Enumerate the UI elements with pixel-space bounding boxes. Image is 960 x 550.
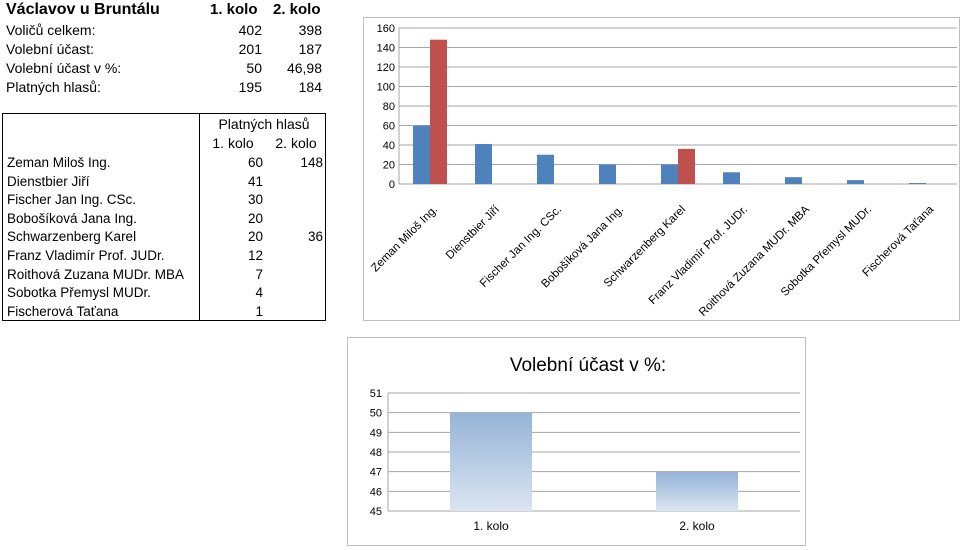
bar-round2 [678, 148, 695, 184]
candidate-name: Dienstbier Jiří [7, 173, 90, 189]
bar-round1 [723, 172, 740, 184]
table-row: Bobošíková Jana Ing. 20 [3, 210, 325, 229]
votes-chart-svg: 0 20 40 60 80 100 120 140 160 Zeman Miloš Ing. Die… [369, 23, 957, 319]
candidate-name: Bobošíková Jana Ing. [7, 210, 137, 226]
summary-label: Volební účast v %: [6, 60, 122, 76]
turnout-bar [450, 412, 532, 511]
table-row: Sobotka Přemysl MUDr. 4 [3, 284, 325, 303]
candidate-name: Franz Vladimír Prof. JUDr. [7, 248, 165, 263]
y-tick-label: 20 [383, 160, 395, 172]
votes-round1: 41 [247, 173, 263, 189]
y-tick-label: 47 [370, 467, 382, 479]
table-row: Schwarzenberg Karel 20 36 [3, 228, 325, 247]
summary-value-r1: 195 [238, 79, 262, 95]
summary-row-turnout-pct: Volební účast v %: 50 46,98 [0, 58, 330, 79]
summary-value-r1: 50 [246, 60, 262, 76]
summary-row-valid-votes: Platných hlasů: 195 184 [0, 77, 330, 98]
candidate-name: Sobotka Přemysl MUDr. [7, 285, 152, 301]
y-tick-label: 120 [377, 62, 395, 74]
x-tick-label: 2. kolo [679, 519, 715, 533]
bar-round1 [537, 154, 554, 184]
candidate-name: Roithová Zuzana MUDr. MBA [7, 266, 185, 282]
votes-round2: 36 [307, 229, 323, 245]
bar-round1 [475, 144, 492, 184]
y-tick-label: 48 [370, 447, 382, 459]
votes-round1: 20 [247, 229, 263, 245]
bar-round2 [430, 39, 447, 185]
y-tick-label: 46 [370, 486, 382, 498]
turnout-bar [656, 472, 738, 511]
round1-header: 1. kolo [210, 1, 258, 18]
summary-value-r2: 398 [298, 22, 322, 38]
candidate-name: Fischer Jan Ing. CSc. [7, 192, 137, 208]
bar-round1 [413, 125, 430, 184]
votes-round1: 4 [255, 285, 263, 301]
y-tick-label: 49 [370, 427, 382, 439]
votes-round1: 20 [247, 210, 263, 226]
y-tick-label: 40 [383, 140, 395, 152]
x-tick-label: Zeman Miloš Ing. [369, 204, 440, 275]
summary-value-r2: 184 [298, 79, 322, 95]
summary-value-r1: 201 [238, 41, 262, 57]
y-tick-label: 0 [389, 179, 395, 191]
bar-round1 [847, 180, 864, 184]
table-row: Zeman Miloš Ing. 60 148 [3, 154, 325, 173]
bar-round1 [599, 164, 616, 184]
y-tick-label: 51 [370, 388, 382, 400]
table-row: Fischer Jan Ing. CSc. 30 [3, 191, 325, 210]
page-title: Václavov u Bruntálu [6, 1, 160, 18]
candidate-name: Zeman Miloš Ing. [7, 155, 111, 170]
votes-round1: 1 [255, 303, 263, 319]
x-tick-label: Franz Vladimír Prof. JUDr. [647, 204, 750, 307]
table-row: Fischerová Taťana 1 [3, 303, 325, 322]
candidate-name: Fischerová Taťana [7, 303, 119, 319]
table-header-round2: 2. kolo [275, 135, 317, 151]
table-row: Franz Vladimír Prof. JUDr. 12 [3, 247, 325, 266]
votes-round1: 12 [247, 248, 263, 263]
table-row: Dienstbier Jiří 41 [3, 173, 325, 192]
x-tick-label: Fischerová Taťana [861, 203, 937, 279]
x-tick-label: Dienstbier Jiří [444, 203, 503, 262]
votes-round1: 30 [247, 192, 263, 208]
votes-round1: 7 [255, 266, 263, 282]
table-header-round1: 1. kolo [212, 135, 254, 151]
bar-round1 [909, 183, 926, 184]
bar-round1 [785, 177, 802, 184]
summary-value-r2: 46,98 [286, 60, 322, 76]
candidate-name: Schwarzenberg Karel [7, 229, 137, 245]
turnout-chart-svg: Volební účast v %: 45 46 47 48 49 50 51 1. kolo 2… [370, 355, 800, 533]
summary-value-r1: 402 [238, 22, 262, 38]
votes-round1: 60 [247, 155, 263, 170]
y-tick-label: 100 [377, 82, 395, 94]
summary-label: Voličů celkem: [6, 22, 96, 38]
summary-value-r2: 187 [298, 41, 322, 57]
y-tick-label: 50 [370, 408, 382, 420]
summary-row-turnout: Volební účast: 201 187 [0, 39, 330, 60]
summary-row-voters: Voličů celkem: 402 398 [0, 20, 330, 41]
votes-chart: 0 20 40 60 80 100 120 140 160 Zeman Miloš Ing. Die… [363, 17, 960, 321]
y-tick-label: 80 [383, 101, 395, 113]
summary-label: Volební účast: [6, 41, 94, 57]
x-tick-label: 1. kolo [473, 519, 509, 533]
summary-label: Platných hlasů: [6, 79, 101, 95]
round2-header: 2. kolo [273, 1, 321, 18]
votes-round2: 148 [300, 155, 323, 170]
table-header-label: Platných hlasů [218, 116, 310, 132]
chart-title: Volební účast v %: [510, 355, 666, 376]
y-tick-label: 45 [370, 506, 382, 518]
turnout-chart: Volební účast v %: 45 46 47 48 49 50 51 1. kolo 2… [347, 337, 806, 546]
y-tick-label: 160 [377, 23, 395, 35]
y-tick-label: 140 [377, 43, 395, 55]
y-tick-label: 60 [383, 121, 395, 133]
x-tick-label: Roithová Zuzana MUDr. MBA [697, 203, 812, 318]
table-row: Roithová Zuzana MUDr. MBA 7 [3, 266, 325, 285]
bar-round1 [661, 164, 678, 184]
candidates-table: Platných hlasů 1. kolo 2. kolo Zeman Mil… [2, 113, 326, 321]
table-divider [199, 114, 200, 320]
